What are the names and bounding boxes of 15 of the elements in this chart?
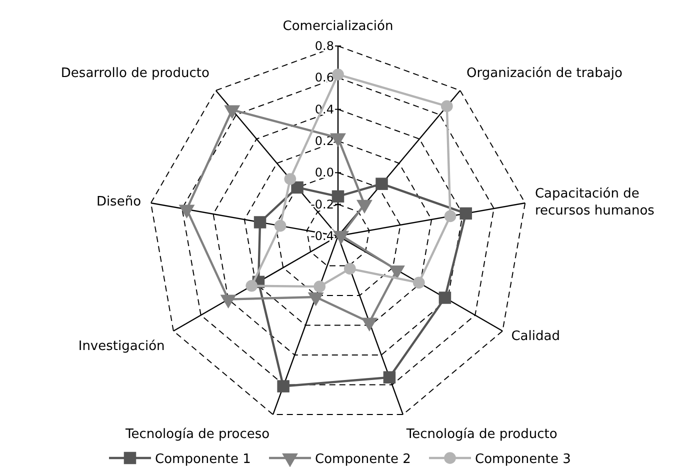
legend-label: Componente 1	[155, 452, 251, 467]
y-tick-label: 0.6	[314, 70, 334, 85]
y-tick-label: 0.8	[314, 39, 334, 53]
spoke-label: Capacitación de recursos humanos	[534, 186, 655, 218]
spoke-label: Tecnología de proceso	[124, 426, 270, 442]
spoke-label: Investigación	[78, 339, 165, 354]
spoke-label: Comercialización	[282, 19, 394, 34]
spoke-label: Organización de trabajo	[466, 66, 622, 81]
spoke-label: Desarrollo de producto	[60, 66, 210, 81]
y-tick-label: 0.0	[314, 166, 334, 180]
spoke-label: Diseño	[96, 194, 142, 210]
spoke-label: Tecnología de producto	[405, 426, 558, 442]
legend-label: Componente 2	[315, 452, 411, 467]
spoke-label: Calidad	[511, 329, 560, 344]
legend-label: Componente 3	[475, 452, 571, 467]
